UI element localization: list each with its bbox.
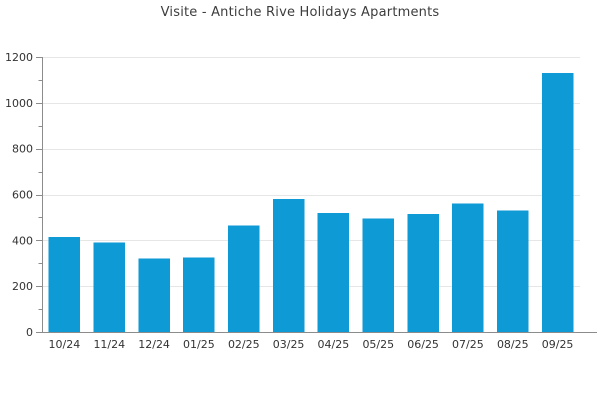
chart-title: Visite - Antiche Rive Holidays Apartment… <box>160 5 440 20</box>
x-axis-label: 03/25 <box>273 338 305 351</box>
x-axis-label: 11/24 <box>93 338 125 351</box>
bar-10-24 <box>48 236 81 332</box>
bar-02-25 <box>228 225 260 332</box>
y-axis-label: 400 <box>12 234 33 247</box>
y-axis-label: 800 <box>12 143 33 156</box>
x-axis-label: 07/25 <box>452 338 484 351</box>
y-axis-label: 1200 <box>5 51 33 64</box>
x-axis-label: 09/25 <box>542 338 574 351</box>
bar-11-24 <box>93 242 125 332</box>
bar-09-25 <box>541 73 574 332</box>
bar-06-25 <box>407 214 439 332</box>
bar-08-25 <box>497 210 529 332</box>
bar-03-25 <box>272 199 305 332</box>
x-axis-label: 05/25 <box>362 338 394 351</box>
y-axis-label: 0 <box>26 326 33 339</box>
bar-05-25 <box>362 218 394 332</box>
x-axis-label: 02/25 <box>228 338 260 351</box>
bar-01-25 <box>183 257 215 332</box>
bar-12-24 <box>138 258 170 332</box>
x-axis-label: 10/24 <box>49 338 81 351</box>
y-axis-label: 600 <box>12 189 33 202</box>
bar-04-25 <box>317 212 350 332</box>
x-axis-label: 12/24 <box>138 338 170 351</box>
x-axis-label: 01/25 <box>183 338 215 351</box>
y-axis-label: 200 <box>12 280 33 293</box>
bar-07-25 <box>452 203 484 332</box>
x-axis-label: 06/25 <box>407 338 439 351</box>
y-axis-label: 1000 <box>5 97 33 110</box>
x-axis-label: 04/25 <box>318 338 350 351</box>
x-axis-label: 08/25 <box>497 338 529 351</box>
